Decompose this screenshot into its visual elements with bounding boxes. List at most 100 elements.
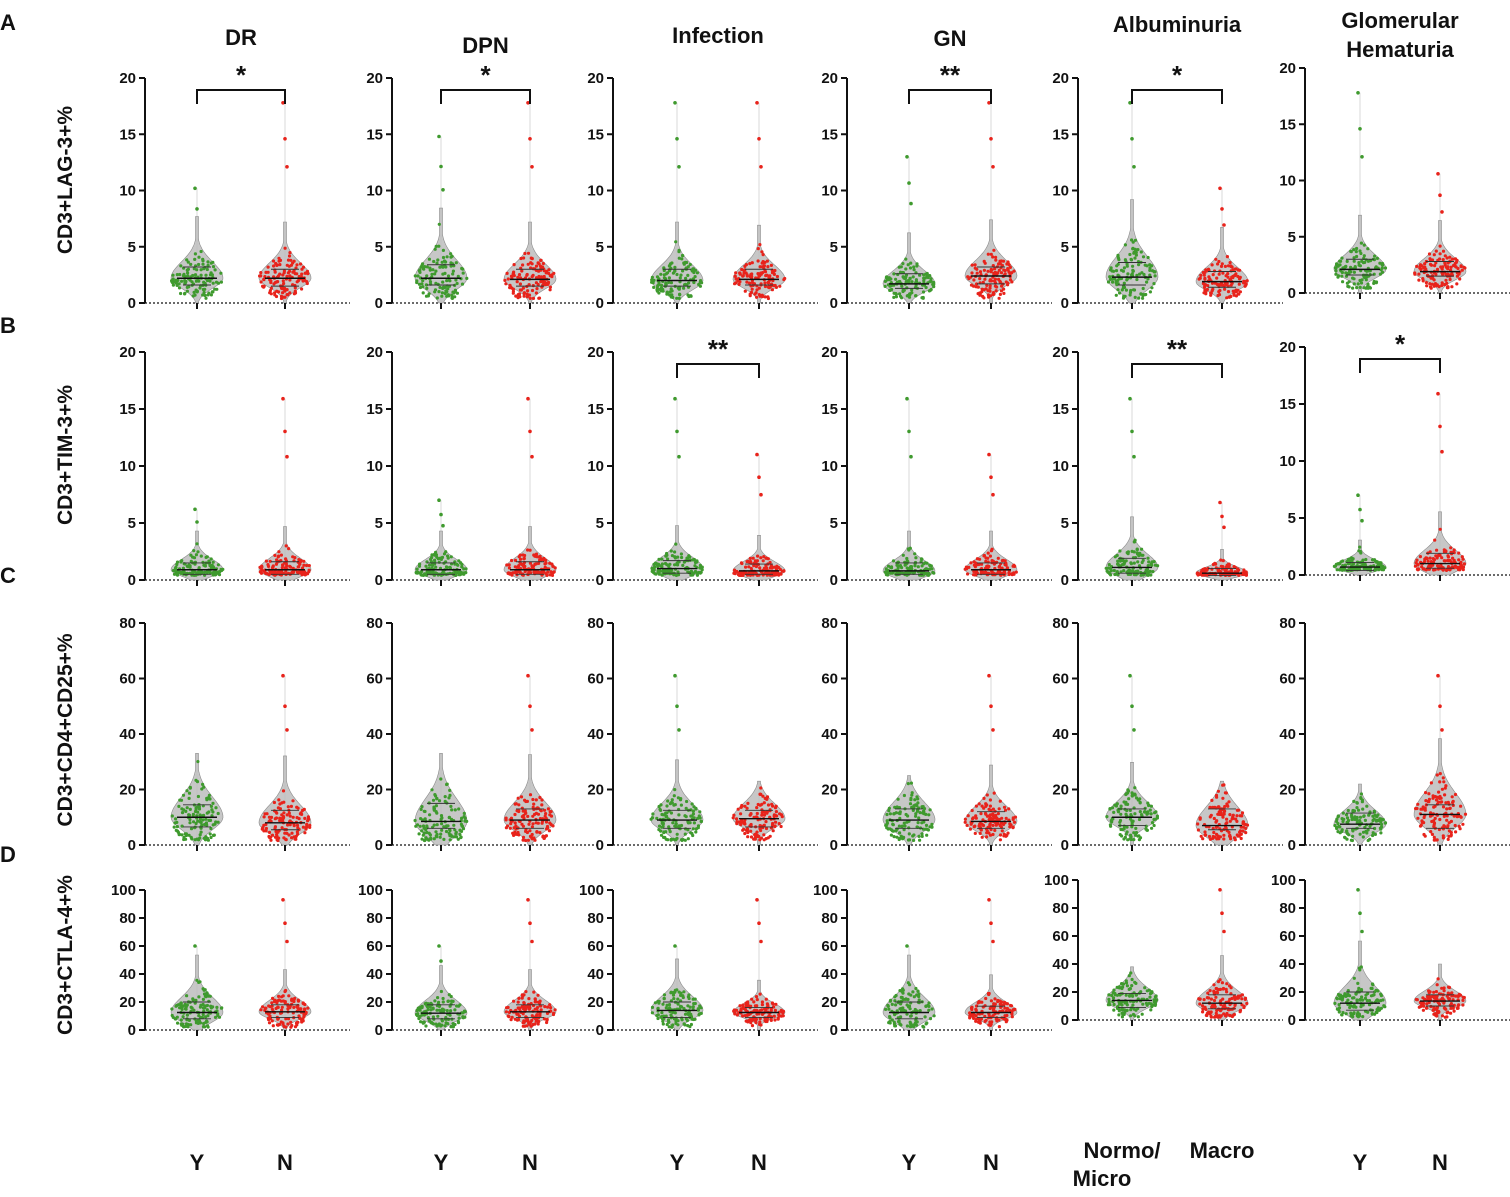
data-point (1352, 817, 1356, 821)
data-point (1451, 799, 1455, 804)
data-point (537, 296, 542, 300)
data-point (693, 564, 697, 568)
data-point (300, 267, 304, 271)
data-point (425, 830, 429, 835)
data-point (696, 571, 700, 575)
data-point (418, 285, 423, 290)
data-point (1238, 829, 1242, 833)
data-point (759, 836, 764, 840)
y-tick-label: 60 (119, 938, 136, 955)
data-point (441, 280, 445, 284)
data-point (685, 799, 689, 804)
data-point (451, 272, 455, 276)
outlier-point (1220, 207, 1224, 211)
data-point (1222, 284, 1226, 288)
data-point (1362, 286, 1366, 290)
data-point (1108, 807, 1112, 811)
data-point (435, 811, 439, 815)
data-point (1201, 281, 1205, 286)
data-point (1423, 808, 1427, 812)
data-point (992, 279, 997, 283)
column-title-dr: DR (225, 25, 257, 50)
data-point (1141, 294, 1145, 298)
data-point (526, 289, 530, 293)
data-point (273, 270, 277, 274)
data-point (517, 293, 521, 297)
data-point (1461, 568, 1465, 572)
data-point (1217, 293, 1222, 297)
data-point (1426, 559, 1430, 563)
data-point (176, 829, 180, 833)
y-tick-label: 0 (128, 1022, 136, 1039)
data-point (1230, 817, 1234, 821)
data-point (1140, 271, 1144, 275)
y-tick-label: 15 (119, 126, 136, 143)
data-point (538, 831, 542, 835)
data-point (449, 833, 453, 837)
data-point (1438, 527, 1442, 531)
data-point (1007, 807, 1011, 811)
data-point (917, 816, 921, 820)
data-point (187, 791, 192, 795)
data-point (1128, 290, 1133, 295)
data-point (504, 282, 508, 286)
data-point (1002, 805, 1007, 809)
data-point (677, 296, 681, 300)
data-point (1106, 280, 1111, 284)
data-point (973, 263, 977, 267)
data-point (979, 570, 984, 574)
data-point (1228, 819, 1232, 823)
data-point (209, 826, 213, 831)
data-point (1421, 805, 1425, 809)
data-point (1441, 566, 1445, 570)
data-point (171, 277, 175, 281)
data-point (918, 838, 922, 842)
data-point (1378, 826, 1382, 830)
data-point (522, 557, 526, 561)
data-point (921, 290, 926, 294)
data-point (986, 252, 990, 256)
data-point (980, 562, 984, 566)
data-point (211, 565, 215, 569)
data-point (203, 822, 207, 827)
data-point (894, 829, 898, 833)
data-point (539, 258, 543, 262)
data-point (1152, 823, 1156, 828)
data-point (1335, 568, 1339, 572)
data-point (1126, 788, 1130, 792)
data-point (1130, 793, 1134, 797)
data-point (188, 807, 192, 812)
y-tick-label: 20 (1052, 70, 1069, 87)
data-point (514, 802, 518, 806)
data-point (1352, 248, 1356, 252)
data-point (677, 813, 681, 817)
data-point (216, 820, 220, 824)
data-point (973, 824, 977, 828)
data-point (1151, 570, 1155, 574)
data-point (1432, 835, 1436, 840)
data-point (1011, 564, 1015, 568)
data-point (743, 831, 747, 836)
data-point (897, 824, 902, 828)
data-point (430, 566, 434, 570)
data-point (275, 832, 279, 837)
data-point (888, 812, 893, 816)
y-tick-label: 20 (366, 782, 383, 799)
data-point (1435, 548, 1439, 552)
y-tick-label: 0 (1061, 295, 1069, 312)
outlier-point (1436, 172, 1440, 176)
data-point (416, 571, 420, 575)
data-point (211, 573, 215, 577)
data-point (461, 827, 466, 831)
data-point (661, 822, 665, 826)
data-point (760, 265, 765, 269)
data-point (975, 282, 979, 286)
data-point (415, 567, 419, 571)
data-point (1110, 806, 1115, 810)
y-tick-label: 0 (1061, 572, 1069, 589)
violin-y (882, 775, 936, 851)
data-point (416, 274, 420, 278)
data-point (303, 572, 307, 576)
data-point (185, 258, 189, 262)
data-point (1232, 565, 1236, 569)
